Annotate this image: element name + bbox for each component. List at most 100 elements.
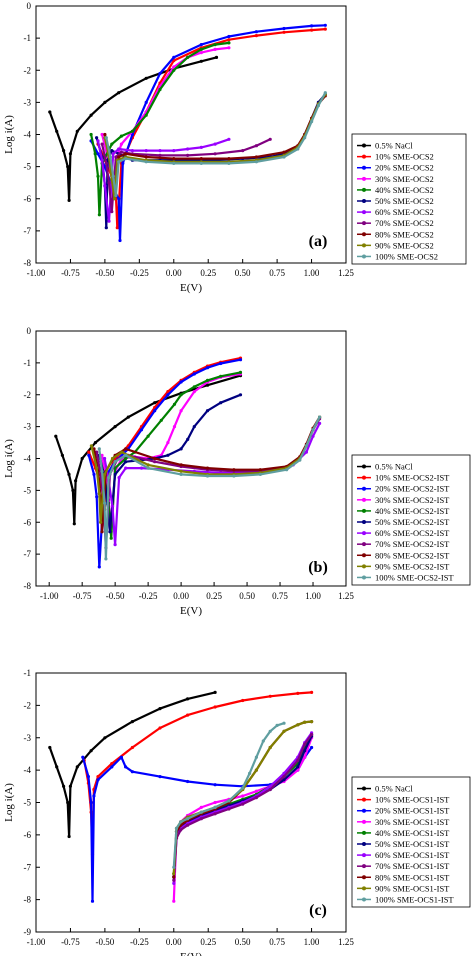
y-tick-label: -2 [24, 65, 32, 75]
data-point [186, 147, 190, 151]
series-line-1 [83, 691, 312, 856]
data-point [103, 736, 107, 740]
data-point [117, 197, 121, 201]
x-tick-label: 1.00 [304, 937, 320, 947]
legend-swatch-marker [362, 187, 366, 192]
data-point [97, 213, 101, 217]
data-point [107, 181, 111, 185]
data-point [124, 466, 128, 470]
data-point [310, 28, 314, 32]
data-point [89, 113, 93, 117]
data-point [117, 155, 121, 159]
data-point [213, 690, 217, 695]
data-point [144, 149, 148, 153]
data-point [103, 184, 107, 188]
data-point [179, 463, 183, 467]
data-point [282, 775, 286, 779]
data-point [316, 104, 320, 108]
y-tick-label: -4 [24, 130, 32, 140]
series-line-0 [54, 374, 241, 525]
legend-entry: 30% SME-OCS1-IST [375, 817, 450, 827]
y-axis-label: Log i(A) [3, 783, 15, 822]
legend-box [351, 454, 471, 586]
x-tick-label: -0.25 [139, 591, 158, 601]
data-point [303, 749, 307, 753]
data-point [186, 153, 190, 157]
y-tick-label: -8 [24, 581, 32, 591]
data-point [166, 453, 170, 457]
panel-label: (b) [308, 559, 328, 576]
series-line-2 [81, 746, 313, 903]
legend-box [351, 776, 471, 908]
legend-swatch-marker [362, 497, 366, 502]
legend-entry: 0.5% NaCl [375, 462, 413, 472]
series-line-7 [95, 418, 321, 549]
data-point [227, 161, 231, 165]
data-point [227, 807, 231, 811]
data-point [114, 193, 118, 198]
series-line-6 [103, 422, 321, 546]
x-axis-label: E(V) [180, 951, 202, 956]
data-point [227, 34, 231, 39]
data-point [310, 745, 314, 750]
legend-entry: 60% SME-OCS1-IST [375, 850, 450, 860]
data-point [121, 161, 125, 165]
data-point [213, 142, 217, 146]
data-point [254, 34, 258, 38]
y-tick-label: -6 [24, 830, 32, 840]
data-point [100, 142, 104, 146]
legend-swatch-marker [362, 143, 366, 148]
data-point [172, 881, 176, 886]
legend-swatch-marker [362, 520, 366, 524]
data-point [179, 447, 183, 451]
legend-swatch-marker [362, 564, 366, 569]
data-point [113, 425, 117, 429]
y-tick-label: -8 [24, 258, 32, 268]
data-point [192, 425, 196, 429]
data-point [110, 142, 114, 146]
data-point [75, 765, 79, 769]
data-point [241, 802, 245, 806]
y-tick-label: -6 [24, 194, 32, 204]
data-point [93, 441, 97, 445]
y-tick-label: -6 [24, 517, 32, 527]
y-tick-label: -1 [24, 668, 32, 678]
data-point [219, 361, 223, 366]
data-point [310, 690, 314, 695]
data-point [158, 149, 162, 153]
data-point [107, 476, 111, 480]
data-point [179, 820, 183, 824]
panel-label: (a) [309, 233, 328, 250]
legend-entry: 60% SME-OCS2 [375, 207, 434, 217]
data-point [238, 370, 243, 374]
data-point [205, 409, 210, 413]
data-point [254, 796, 258, 800]
data-point [117, 91, 121, 95]
legend-swatch-marker [362, 254, 366, 259]
data-point [254, 768, 258, 772]
data-point [109, 536, 113, 540]
x-tick-label: -0.75 [61, 268, 80, 278]
data-point [158, 87, 162, 92]
legend-entry: 40% SME-OCS1-IST [375, 828, 450, 838]
data-point [113, 543, 117, 547]
legend-swatch-marker [362, 786, 366, 791]
data-point [110, 456, 115, 461]
data-point [254, 755, 258, 759]
data-point [117, 160, 121, 164]
legend-entry: 80% SME-OCS1-IST [375, 872, 450, 882]
legend-swatch-marker [362, 575, 366, 580]
data-point [130, 770, 134, 774]
y-tick-label: -9 [24, 927, 32, 937]
legend-swatch-marker [362, 842, 366, 846]
data-point [153, 456, 157, 461]
data-point [303, 755, 307, 759]
legend-swatch-marker [362, 232, 366, 237]
series-line-0 [48, 56, 217, 202]
data-point [55, 129, 59, 133]
data-point [153, 409, 157, 413]
data-point [213, 152, 217, 156]
legend-swatch-marker [362, 864, 366, 869]
data-point [90, 899, 95, 903]
x-tick-label: -1.00 [27, 268, 46, 278]
